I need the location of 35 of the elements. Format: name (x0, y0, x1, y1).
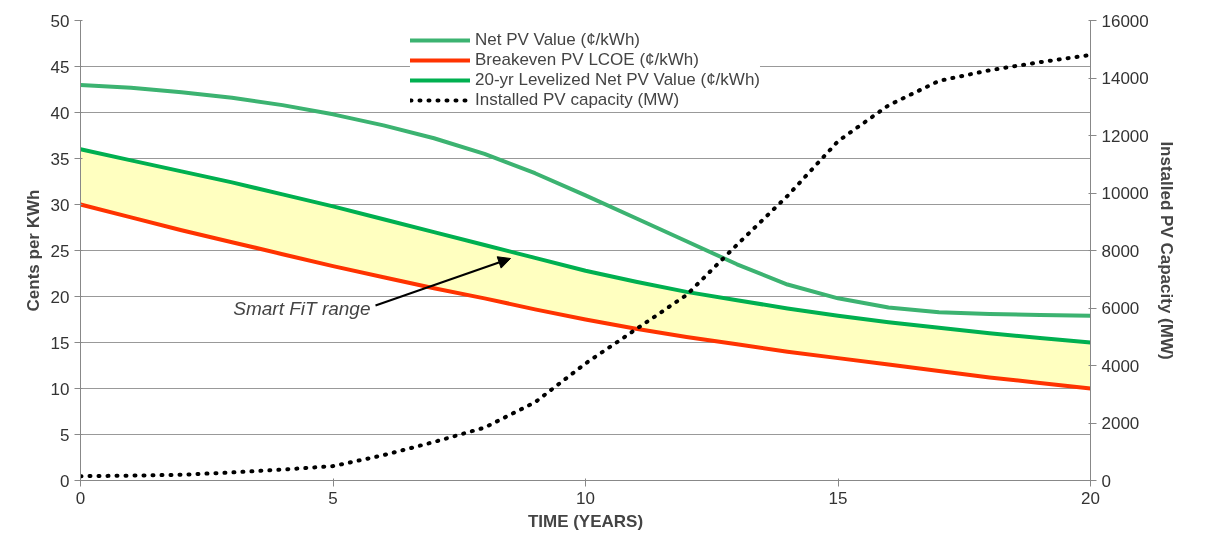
y2-tick-label: 6000 (1101, 299, 1140, 318)
y-tick-label: 10 (50, 379, 70, 399)
y2-tick-label: 8000 (1101, 241, 1140, 261)
x-tick-label: 15 (828, 488, 848, 508)
y2-tick-label: 4000 (1101, 356, 1140, 376)
y-tick-label: 20 (50, 287, 70, 307)
x-tick-label: 10 (576, 488, 595, 508)
legend-label: Net PV Value (¢/kWh) (474, 30, 641, 50)
line-series (80, 147, 1091, 345)
annotation: Smart FiT range (233, 298, 371, 319)
x-tick-label: 0 (75, 488, 86, 508)
x-tick-label: 5 (328, 488, 338, 508)
y-tick-label: 0 (60, 471, 70, 491)
y-tick-label: 25 (50, 241, 70, 261)
y-tick-label: 45 (50, 57, 70, 77)
legend-label: 20-yr Levelized Net PV Value (¢/kWh) (474, 70, 761, 90)
y-axis-title: Cents per KWh (23, 189, 43, 312)
y-tick-label: 40 (50, 103, 70, 123)
y-tick-label: 35 (50, 149, 70, 169)
y2-tick-label: 12000 (1101, 126, 1149, 146)
y-tick-label: 5 (60, 425, 70, 445)
y-tick-label: 50 (50, 11, 70, 31)
x-axis-title: TIME (YEARS) (527, 511, 644, 531)
legend-label: Breakeven PV LCOE (¢/kWh) (474, 50, 699, 70)
y2-tick-label: 14000 (1101, 69, 1149, 88)
y2-tick-label: 0 (1101, 471, 1111, 491)
y-tick-label: 30 (50, 195, 70, 215)
y-tick-label: 15 (50, 333, 70, 353)
y2-tick-label: 2000 (1101, 414, 1140, 433)
y2-axis-title: Installed PV Capacity (MW) (1156, 141, 1176, 360)
y2-tick-label: 10000 (1101, 184, 1149, 203)
line-series (80, 202, 1091, 391)
legend-label: Installed PV capacity (MW) (474, 90, 680, 110)
y2-tick-label: 16000 (1101, 11, 1149, 31)
x-tick-label: 20 (1081, 488, 1100, 508)
